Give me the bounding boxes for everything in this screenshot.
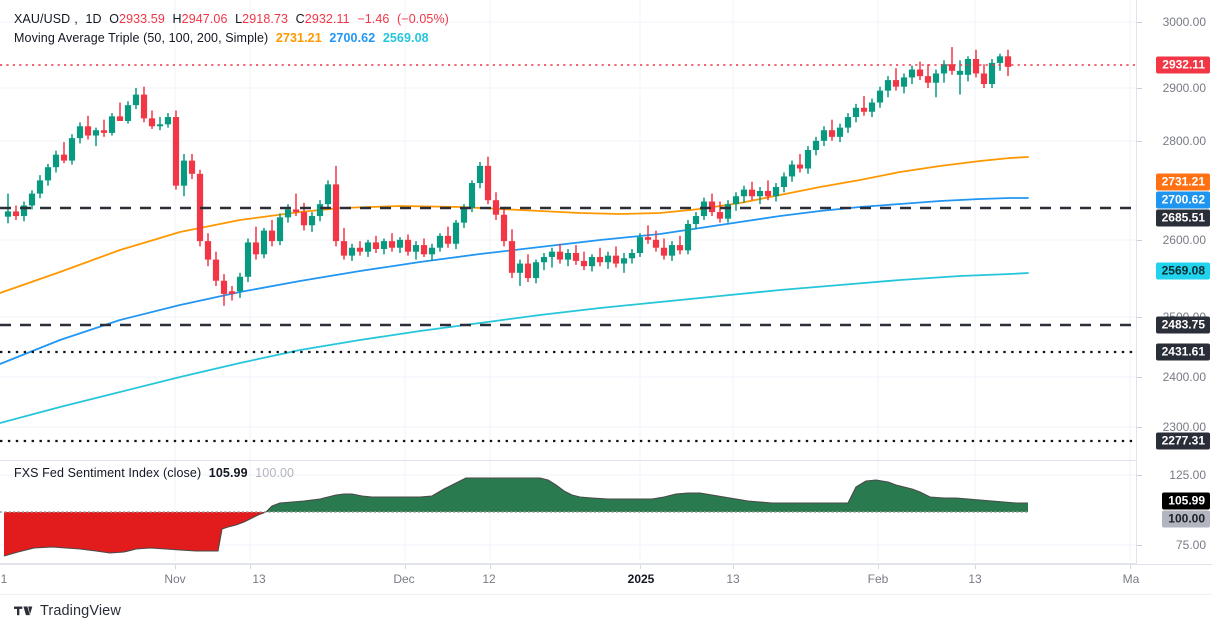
sentiment-indicator-pane[interactable]: FXS Fed Sentiment Index (close) 105.99 1… [0,461,1136,561]
legend-close-label: C [295,12,305,26]
moving-average-legend[interactable]: Moving Average Triple (50, 100, 200, Sim… [14,31,433,45]
legend-interval[interactable]: 1D [85,12,102,26]
time-axis-label: 1 [0,572,8,586]
time-axis-tick-mark [640,565,641,569]
time-axis-label: Feb [867,572,889,586]
axis-tick-mark [1137,22,1142,23]
ma200-value: 2569.08 [382,31,429,45]
time-axis-tick-mark [1130,565,1131,569]
price-axis-tick-label: 2300.00 [1162,420,1206,434]
legend-close-value: 2932.11 [304,12,350,26]
ma50-value: 2731.21 [275,31,322,45]
legend-symbol[interactable]: XAU/USD [14,12,71,26]
price-axis-value-badge[interactable]: 2700.62 [1155,191,1210,209]
time-axis[interactable]: 1 Nov 13 Dec 12 2025 13 Feb 13 Ma [0,564,1212,594]
price-axis-value-badge[interactable]: 2569.08 [1155,262,1210,280]
time-axis-label: 2025 [627,572,655,586]
price-axis-value-badge[interactable]: 105.99 [1162,492,1210,510]
axis-tick-mark [1137,317,1142,318]
price-axis-tick-label: 125.00 [1169,468,1206,482]
time-axis-tick-mark [490,565,491,569]
tradingview-logo[interactable]: TradingView [14,603,121,619]
ma100-value: 2700.62 [329,31,376,45]
axis-tick-mark [1137,88,1142,89]
time-axis-tick-mark [975,565,976,569]
pane-bottom-divider [0,563,1136,564]
axis-tick-mark [1137,240,1142,241]
legend-open-value: 2933.59 [119,12,165,26]
price-axis-value-badge[interactable]: 100.00 [1162,510,1210,528]
legend-high-label: H [172,12,182,26]
axis-tick-mark [1137,141,1142,142]
price-axis-value-badge[interactable]: 2685.51 [1155,209,1210,227]
time-axis-label: 13 [726,572,740,586]
legend-change: −1.46 [357,12,390,26]
price-axis-value-badge[interactable]: 2932.11 [1156,56,1210,74]
time-axis-tick-mark [250,565,251,569]
axis-tick-mark [1137,427,1142,428]
tradingview-wordmark: TradingView [40,603,121,619]
time-axis-label: Dec [393,572,415,586]
time-axis-tick-mark [175,565,176,569]
price-axis-value-badge[interactable]: 2277.31 [1155,432,1210,450]
time-axis-label: Ma [1122,572,1140,586]
symbol-legend[interactable]: XAU/USD, 1D O2933.59 H2947.06 L2918.73 C… [14,12,449,26]
legend-low-label: L [235,12,243,26]
indicator-legend[interactable]: FXS Fed Sentiment Index (close) 105.99 1… [14,466,298,480]
price-pane[interactable]: XAU/USD, 1D O2933.59 H2947.06 L2918.73 C… [0,0,1136,460]
indicator-title: FXS Fed Sentiment Index (close) [14,466,202,480]
tradingview-mark-icon [14,606,33,616]
time-axis-label: 13 [252,572,266,586]
time-axis-label: Nov [164,572,186,586]
legend-open-label: O [109,12,120,26]
pane-divider[interactable] [0,460,1136,461]
price-axis-value-badge[interactable]: 2731.21 [1155,173,1210,191]
time-axis-tick-mark [405,565,406,569]
legend-high-value: 2947.06 [181,12,228,26]
ma-legend-title: Moving Average Triple (50, 100, 200, Sim… [14,31,269,45]
price-axis-tick-label: 2400.00 [1162,370,1206,384]
price-axis-value-badge[interactable]: 2483.75 [1155,316,1210,334]
price-axis[interactable]: 3000.002900.002800.002600.002500.002400.… [1136,0,1212,564]
legend-low-value: 2918.73 [242,12,289,26]
chart-footer: TradingView [0,594,1212,630]
axis-tick-mark [1137,545,1142,546]
legend-change-percent: (−0.05%) [397,12,449,26]
price-axis-tick-label: 75.00 [1175,538,1206,552]
price-axis-tick-label: 2800.00 [1162,134,1206,148]
axis-tick-mark [1137,475,1142,476]
time-axis-label: 12 [482,572,496,586]
time-axis-tick-mark [878,565,879,569]
price-axis-value-badge[interactable]: 2431.61 [1155,343,1210,361]
axis-tick-mark [1137,377,1142,378]
price-axis-tick-label: 2900.00 [1162,81,1206,95]
time-axis-label: 13 [968,572,982,586]
sentiment-plot [0,461,1136,561]
indicator-value: 105.99 [208,466,248,480]
time-axis-tick-mark [733,565,734,569]
price-axis-tick-label: 3000.00 [1162,15,1206,29]
indicator-baseline-value: 100.00 [255,466,295,480]
price-axis-tick-label: 2600.00 [1162,233,1206,247]
price-plot [0,0,1136,460]
